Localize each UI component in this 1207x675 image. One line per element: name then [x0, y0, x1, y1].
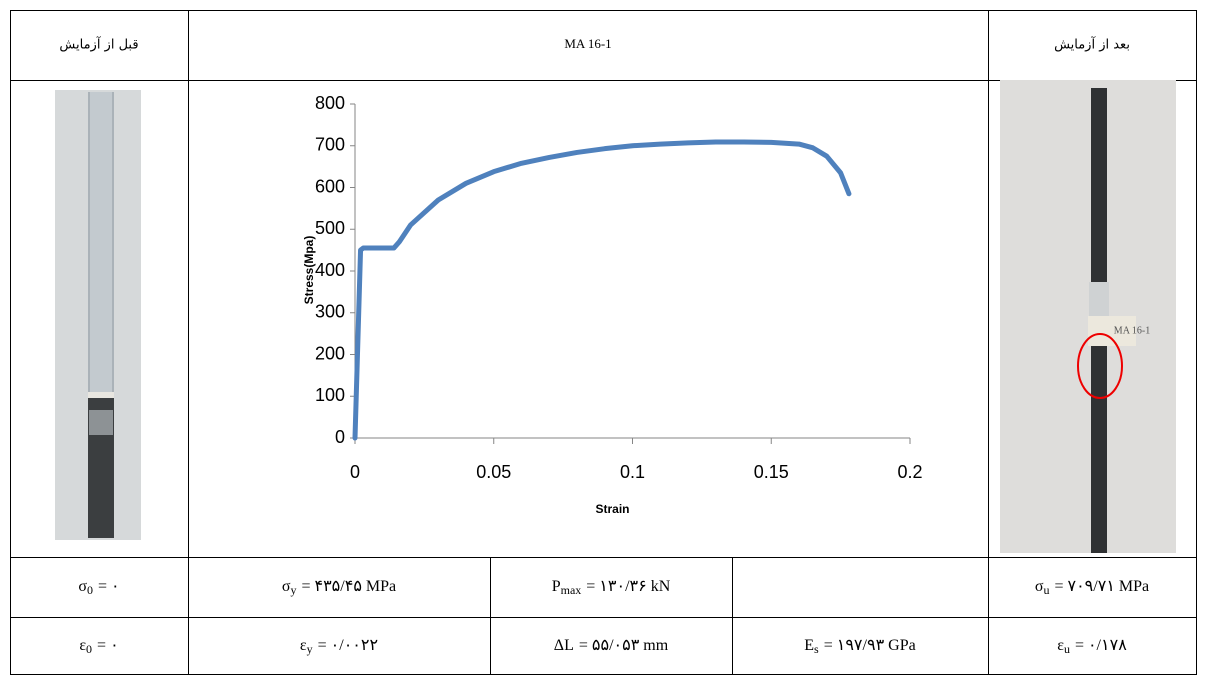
formula-subscript: 0	[86, 642, 92, 656]
y-tick-label: 300	[315, 302, 345, 322]
formula-subscript: y	[290, 583, 296, 597]
y-axis-title: Stress(Mpa)	[302, 236, 316, 305]
formula-subscript: 0	[87, 583, 93, 597]
formula-subscript: s	[814, 642, 819, 656]
y-tick-label: 200	[315, 343, 345, 363]
formula-cell: ε0 = ۰	[79, 637, 118, 656]
x-tick-label: 0.2	[897, 462, 922, 482]
formula-subscript: u	[1064, 642, 1070, 656]
y-tick-label: 800	[315, 93, 345, 113]
formula-value: = ۰/۰۰۲۲	[318, 637, 378, 654]
photo-label: MA 16-1	[1114, 325, 1150, 336]
formula-value: = ۱۳۰/۳۶ kN	[586, 578, 670, 595]
formula-symbol: σ	[282, 578, 291, 595]
formula-symbol: ΔL	[554, 637, 574, 654]
formula-value: = ۵۵/۰۵۳ mm	[579, 637, 669, 654]
formula-value: = ۰	[98, 578, 120, 595]
x-axis-title: Strain	[595, 502, 629, 516]
formula-symbol: E	[804, 637, 814, 654]
formula-subscript: y	[307, 642, 313, 656]
y-tick-label: 0	[335, 427, 345, 447]
formula-cell: σy = ۴۳۵/۴۵ MPa	[282, 578, 396, 597]
y-tick-label: 700	[315, 135, 345, 155]
photo-before	[55, 90, 141, 540]
formula-symbol: ε	[79, 637, 86, 654]
formula-symbol: ε	[300, 637, 307, 654]
header-after: بعد از آزمایش	[1054, 36, 1130, 53]
header-before: قبل از آزمایش	[59, 36, 138, 53]
formula-symbol: σ	[1035, 578, 1044, 595]
formula-value: = ۷۰۹/۷۱ MPa	[1054, 578, 1149, 595]
formula-cell: σ0 = ۰	[78, 578, 119, 597]
formula-value: = ۴۳۵/۴۵ MPa	[301, 578, 396, 595]
x-tick-label: 0	[350, 462, 360, 482]
formula-symbol: ε	[1057, 637, 1064, 654]
header-specimen: MA 16-1	[564, 36, 611, 51]
x-tick-label: 0.15	[754, 462, 789, 482]
formula-cell: Es = ۱۹۷/۹۳ GPa	[804, 637, 915, 656]
formula-value: = ۰/۱۷۸	[1075, 637, 1127, 654]
formula-value: = ۰	[97, 637, 119, 654]
formula-cell: εu = ۰/۱۷۸	[1057, 637, 1127, 656]
formula-symbol: P	[552, 578, 561, 595]
formula-cell: σu = ۷۰۹/۷۱ MPa	[1035, 578, 1149, 597]
y-tick-label: 600	[315, 176, 345, 196]
y-tick-label: 100	[315, 385, 345, 405]
formula-value: = ۱۹۷/۹۳ GPa	[824, 637, 916, 654]
x-tick-label: 0.05	[476, 462, 511, 482]
formula-subscript: max	[561, 583, 582, 597]
formula-cell: εy = ۰/۰۰۲۲	[300, 637, 378, 656]
y-tick-label: 400	[315, 260, 345, 280]
y-tick-label: 500	[315, 218, 345, 238]
formula-cell: ΔL = ۵۵/۰۵۳ mm	[554, 637, 669, 654]
formula-cell: Pmax = ۱۳۰/۳۶ kN	[552, 578, 671, 597]
formula-subscript: u	[1043, 583, 1049, 597]
formula-symbol: σ	[78, 578, 87, 595]
photo-after: MA 16-1	[1000, 80, 1176, 553]
stress-strain-line	[352, 139, 852, 441]
x-tick-label: 0.1	[620, 462, 645, 482]
